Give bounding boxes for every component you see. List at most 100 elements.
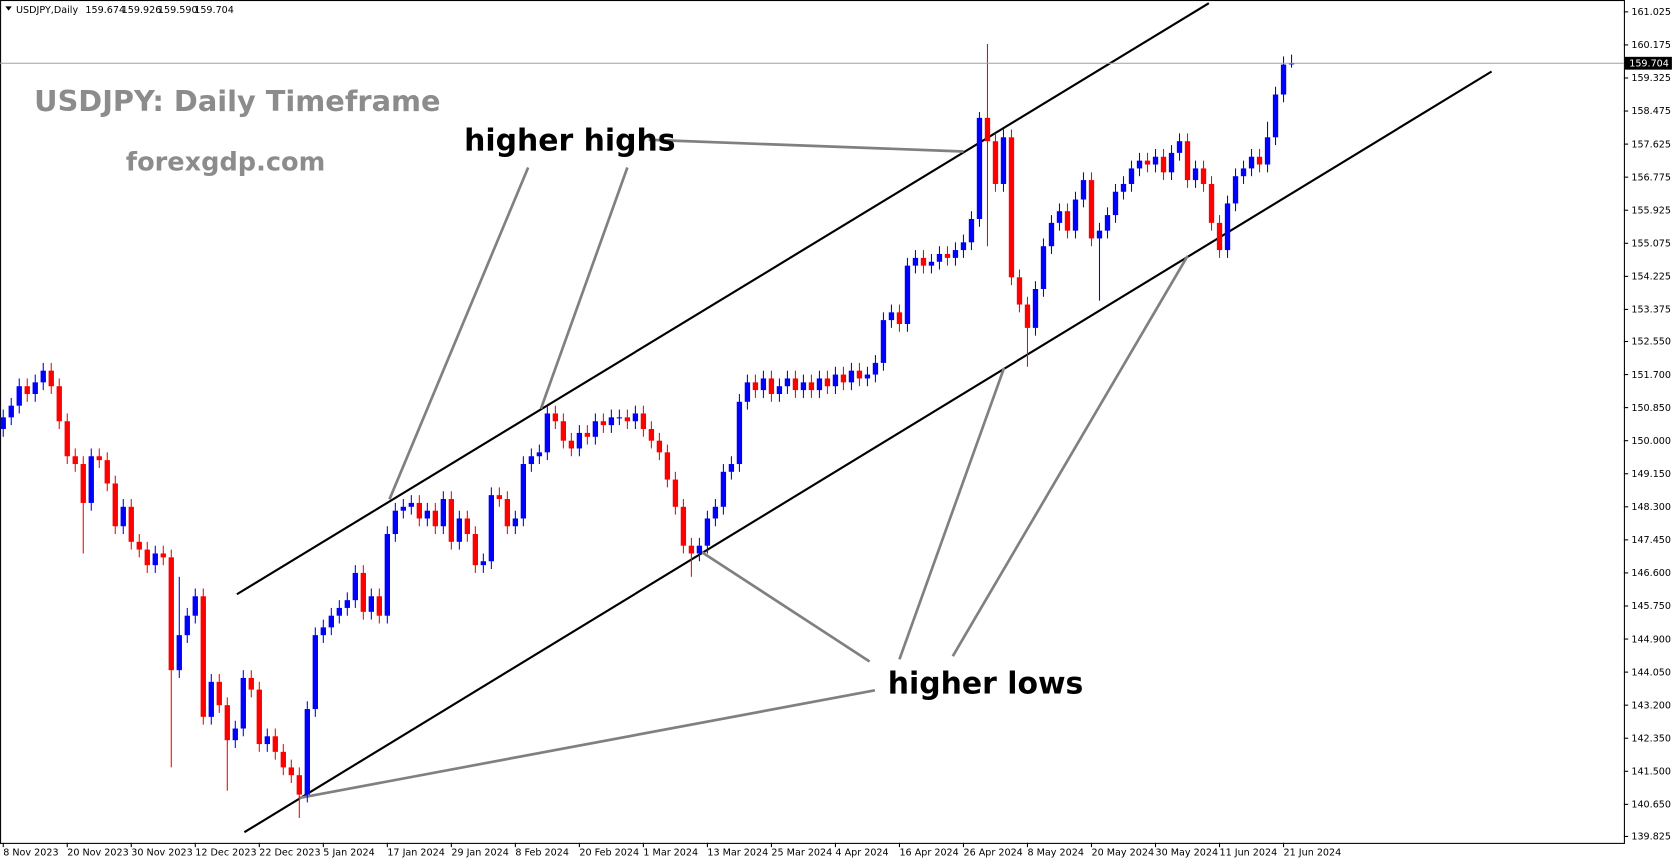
- candle-body: [416, 502, 423, 519]
- candle-body: [1280, 64, 1287, 95]
- candle-body: [16, 386, 22, 406]
- candle-body: [40, 370, 46, 383]
- candle-body: [584, 432, 591, 437]
- x-tick-label: 29 Jan 2024: [451, 848, 509, 859]
- candle-body: [64, 421, 70, 457]
- candle-body: [240, 677, 246, 729]
- x-tick-label: 20 May 2024: [1091, 848, 1154, 859]
- y-tick-label: 143.200: [1631, 700, 1671, 711]
- candle-body: [1200, 168, 1207, 184]
- candle-body: [464, 518, 471, 535]
- candle-body: [528, 456, 535, 465]
- x-tick-label: 5 Jan 2024: [323, 848, 374, 859]
- candle-body: [1024, 304, 1031, 328]
- y-tick-label: 154.225: [1631, 272, 1671, 283]
- candle-body: [648, 429, 655, 441]
- candle-body: [312, 635, 318, 710]
- candle-body: [808, 382, 815, 391]
- candle-body: [888, 312, 895, 321]
- candle-body: [8, 405, 14, 418]
- candle-body: [440, 499, 447, 527]
- candle-body: [1088, 180, 1095, 239]
- candle-body: [664, 452, 671, 480]
- candle-body: [1176, 141, 1183, 153]
- candle-body: [408, 502, 415, 507]
- candle-body: [0, 417, 6, 430]
- chart-subtitle: forexgdp.com: [126, 148, 325, 178]
- candle-body: [1112, 191, 1119, 216]
- candle-body: [840, 374, 847, 383]
- candle-body: [504, 499, 511, 527]
- candle-body: [272, 736, 278, 752]
- candle-body: [912, 257, 919, 266]
- x-tick-label: 4 Apr 2024: [835, 848, 888, 859]
- candle-body: [88, 456, 94, 503]
- x-tick-label: 30 Nov 2023: [131, 848, 192, 859]
- candle-body: [216, 681, 222, 706]
- candle-body: [80, 464, 86, 503]
- candle-body: [616, 417, 623, 419]
- candle-body: [336, 607, 342, 616]
- candle-body: [168, 557, 174, 671]
- candle-body: [496, 495, 503, 500]
- candle-body: [1168, 152, 1175, 173]
- candle-body: [752, 382, 759, 391]
- ohlc-low: 159.590: [158, 5, 198, 16]
- candle-body: [1224, 203, 1231, 251]
- candle-body: [872, 362, 879, 375]
- x-tick-label: 30 May 2024: [1156, 848, 1219, 859]
- candle-body: [1232, 176, 1239, 204]
- y-tick-label: 144.900: [1631, 634, 1671, 645]
- candle-body: [1016, 277, 1023, 305]
- candle-body: [328, 615, 334, 628]
- candle-body: [32, 382, 38, 395]
- candle-body: [968, 218, 975, 243]
- candle-body: [144, 549, 150, 566]
- candle-body: [488, 495, 495, 562]
- candle-body: [376, 596, 382, 616]
- candle-body: [824, 378, 831, 387]
- x-tick-label: 11 Jun 2024: [1220, 848, 1278, 859]
- candle-body: [400, 506, 406, 511]
- pointer-line: [539, 167, 629, 410]
- candle-body: [1128, 168, 1135, 184]
- candle-body: [936, 253, 943, 262]
- candle-body: [224, 705, 230, 741]
- x-tick-label: 21 Jun 2024: [1284, 848, 1342, 859]
- candle-body: [608, 417, 615, 426]
- chart-title: USDJPY: Daily Timeframe: [34, 84, 440, 118]
- candle-body: [640, 413, 647, 430]
- current-price-label: 159.704: [1629, 58, 1669, 69]
- candles: [0, 43, 1295, 818]
- candle-body: [576, 432, 583, 449]
- y-tick-label: 149.150: [1631, 469, 1671, 480]
- candle-body: [192, 596, 198, 616]
- candle-body: [520, 464, 527, 519]
- candle-body: [920, 257, 927, 266]
- candle-body: [456, 518, 463, 542]
- candle-body: [688, 545, 695, 554]
- candle-body: [552, 413, 559, 422]
- candle-body: [1120, 183, 1127, 192]
- candle-body: [160, 553, 166, 558]
- candle-body: [208, 681, 214, 717]
- candle-body: [1256, 156, 1263, 165]
- candle-body: [1056, 211, 1063, 223]
- candle-body: [984, 117, 991, 142]
- annotation: higher lows: [888, 666, 1084, 701]
- x-tick-label: 8 Nov 2023: [3, 848, 58, 859]
- candle-body: [776, 386, 783, 395]
- candle-body: [696, 545, 703, 554]
- candle-body: [544, 413, 551, 453]
- candle-body: [120, 506, 126, 527]
- pointer-line: [648, 138, 964, 153]
- pointer-line: [298, 688, 876, 800]
- candle-body: [72, 456, 78, 465]
- candle-body: [1000, 137, 1007, 184]
- candle-body: [864, 374, 871, 379]
- y-tick-label: 159.325: [1631, 73, 1671, 84]
- candle-body: [560, 421, 567, 441]
- y-tick-label: 144.050: [1631, 667, 1671, 678]
